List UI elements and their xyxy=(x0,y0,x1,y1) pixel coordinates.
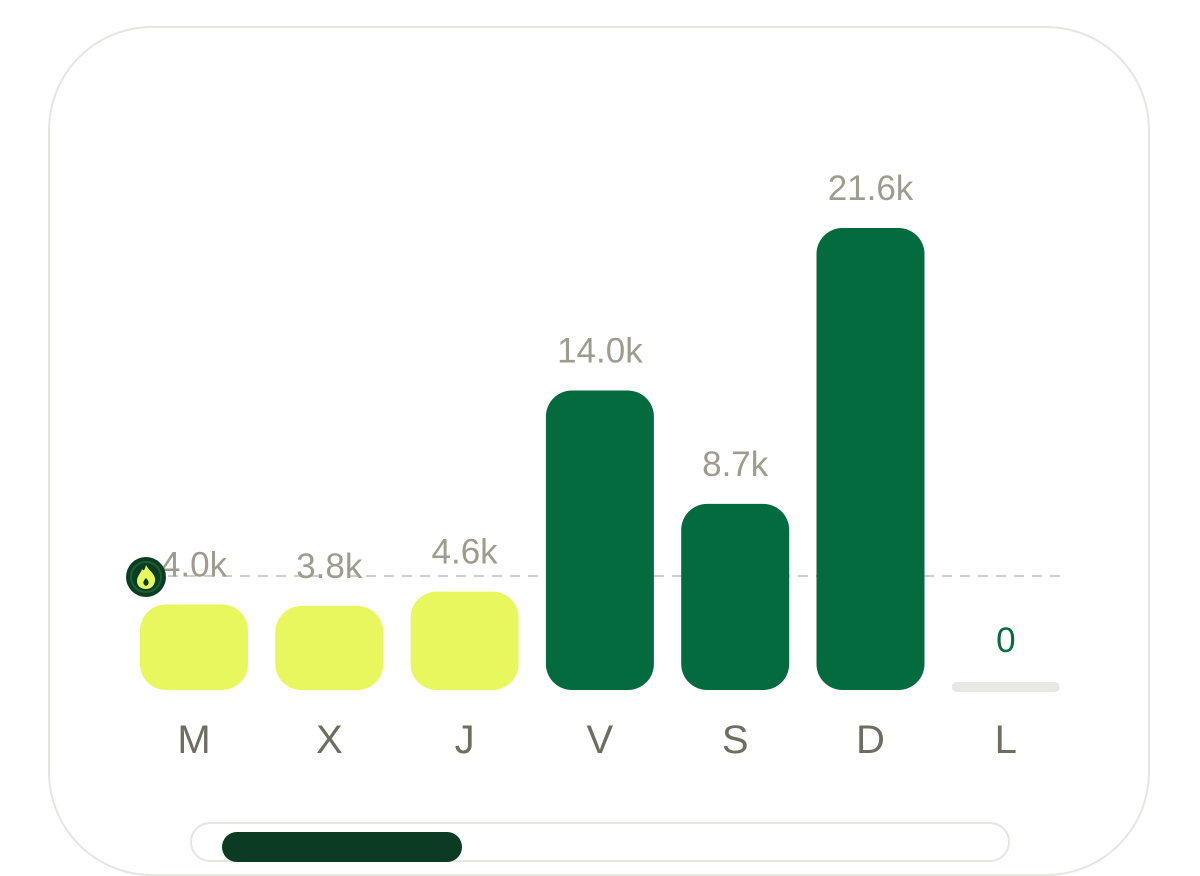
day-label-m: M xyxy=(177,718,210,762)
bar-j[interactable] xyxy=(410,591,519,690)
flame-icon xyxy=(126,557,166,597)
day-label-j: J xyxy=(455,718,475,762)
day-label-x: X xyxy=(316,718,343,762)
bar-l[interactable] xyxy=(951,682,1060,692)
day-label-v: V xyxy=(587,718,614,762)
bar-d[interactable] xyxy=(816,228,925,690)
day-label-d: D xyxy=(856,718,885,762)
value-label-x: 3.8k xyxy=(296,547,363,586)
bar-m[interactable] xyxy=(140,604,248,690)
value-label-j: 4.6k xyxy=(432,533,499,572)
bar-v[interactable] xyxy=(545,390,654,690)
day-label-s: S xyxy=(722,718,749,762)
day-label-l: L xyxy=(995,718,1017,762)
value-label-v: 14.0k xyxy=(557,332,643,371)
value-label-s: 8.7k xyxy=(702,445,769,484)
value-label-l: 0 xyxy=(996,621,1015,660)
selected-segment[interactable] xyxy=(222,832,462,862)
bar-s[interactable] xyxy=(681,503,790,690)
value-label-d: 21.6k xyxy=(828,169,914,208)
value-label-m: 4.0k xyxy=(161,545,228,584)
bar-chart: 4.0k M 3.8k X 4.6k J 14.0k V 8.7k S 21.6k D 0 L xyxy=(126,169,1068,762)
bar-x[interactable] xyxy=(275,606,384,690)
